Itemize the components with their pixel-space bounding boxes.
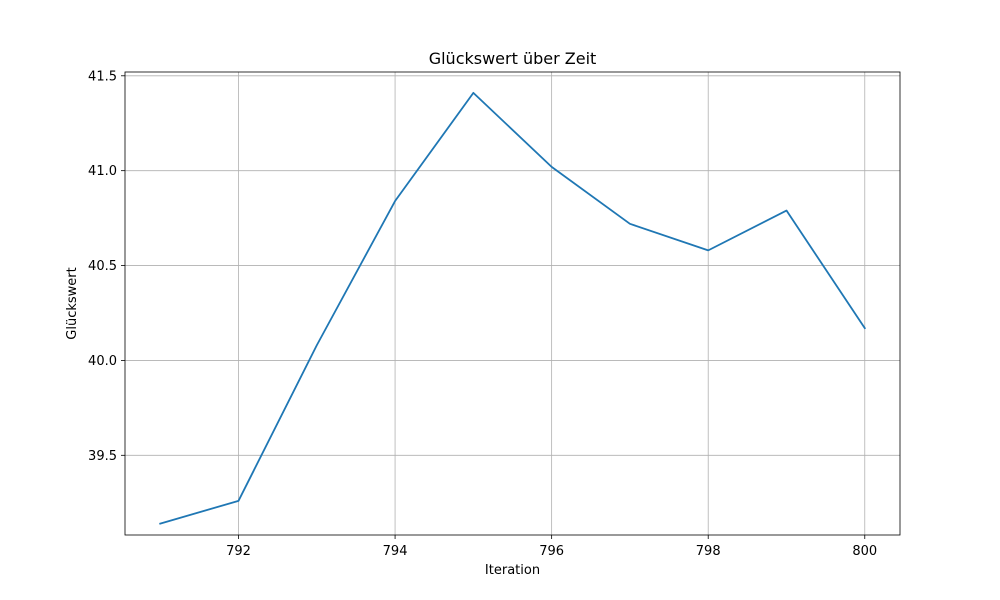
- y-axis-label: Glückswert: [65, 267, 80, 339]
- series-layer: [159, 91, 867, 525]
- x-axis: 792 794 796 798 800: [226, 535, 877, 559]
- grid: [125, 72, 900, 535]
- x-tick-label: 792: [226, 544, 251, 559]
- y-tick-label: 41.5: [88, 69, 117, 84]
- x-tick-label: 800: [852, 544, 877, 559]
- plot-frame: [124, 71, 901, 536]
- x-tick-label: 794: [383, 544, 408, 559]
- y-tick-label: 39.5: [88, 449, 117, 464]
- x-tick-label: 798: [696, 544, 721, 559]
- series-line: [159, 91, 867, 525]
- chart-title: Glückswert über Zeit: [429, 49, 597, 68]
- y-tick-label: 40.5: [88, 259, 117, 274]
- y-tick-label: 40.0: [88, 354, 117, 369]
- y-tick-label: 41.0: [88, 164, 117, 179]
- y-axis: 39.5 40.0 40.5 41.0 41.5: [88, 69, 125, 464]
- x-tick-label: 796: [539, 544, 564, 559]
- x-axis-label: Iteration: [485, 563, 540, 578]
